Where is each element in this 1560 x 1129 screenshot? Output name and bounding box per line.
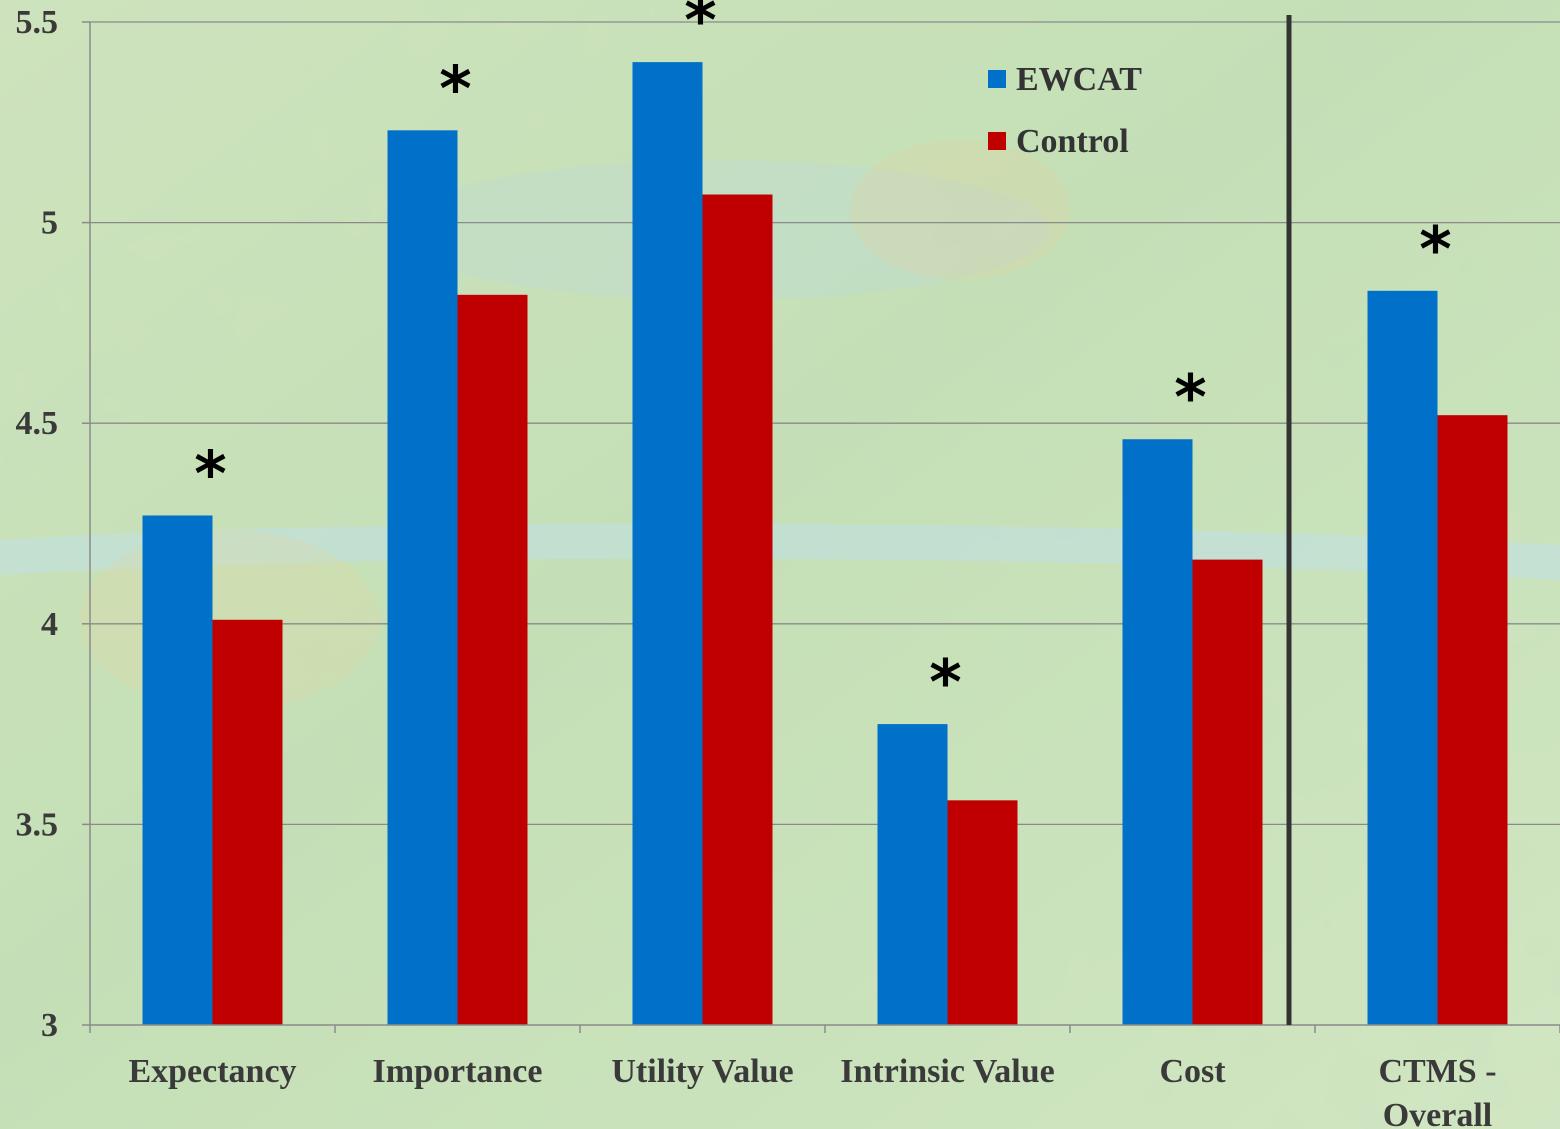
x-category-label: CTMS - bbox=[1378, 1053, 1496, 1090]
y-tick-label: 4.5 bbox=[16, 405, 59, 442]
bar-control-intrinsic-value bbox=[947, 800, 1018, 1025]
x-category-label: Overall bbox=[1383, 1097, 1493, 1129]
bar-ewcat-intrinsic-value bbox=[877, 724, 948, 1025]
legend-label: Control bbox=[1016, 123, 1129, 160]
bar-ewcat-ctms-overall bbox=[1367, 290, 1438, 1026]
bar-control-importance bbox=[457, 294, 528, 1025]
bar-ewcat-utility-value bbox=[632, 62, 703, 1026]
y-tick-label: 5.5 bbox=[16, 4, 59, 41]
y-tick-label: 3 bbox=[41, 1007, 58, 1044]
x-category-label: Expectancy bbox=[128, 1053, 296, 1090]
legend-swatch bbox=[988, 132, 1006, 150]
significance-star: * bbox=[1419, 213, 1451, 286]
bar-ewcat-cost bbox=[1122, 439, 1193, 1025]
x-category-label: Importance bbox=[373, 1053, 543, 1090]
bar-control-cost bbox=[1192, 559, 1263, 1025]
y-tick-label: 3.5 bbox=[16, 806, 59, 843]
bar-control-expectancy bbox=[212, 619, 283, 1025]
significance-star: * bbox=[439, 52, 471, 125]
x-category-label: Utility Value bbox=[611, 1053, 793, 1090]
y-tick-label: 4 bbox=[41, 606, 58, 643]
significance-star: * bbox=[929, 646, 961, 719]
bar-ewcat-importance bbox=[387, 130, 458, 1026]
y-tick-label: 5 bbox=[41, 205, 58, 242]
significance-star: * bbox=[1174, 361, 1206, 434]
bar-ewcat-expectancy bbox=[142, 515, 213, 1025]
legend-label: EWCAT bbox=[1016, 61, 1142, 98]
bar-control-ctms-overall bbox=[1437, 415, 1508, 1025]
significance-star: * bbox=[684, 0, 716, 57]
legend-swatch bbox=[988, 70, 1006, 88]
bar-control-utility-value bbox=[702, 194, 773, 1026]
significance-star: * bbox=[194, 437, 226, 510]
x-category-label: Cost bbox=[1159, 1053, 1226, 1090]
x-category-label: Intrinsic Value bbox=[840, 1053, 1054, 1090]
